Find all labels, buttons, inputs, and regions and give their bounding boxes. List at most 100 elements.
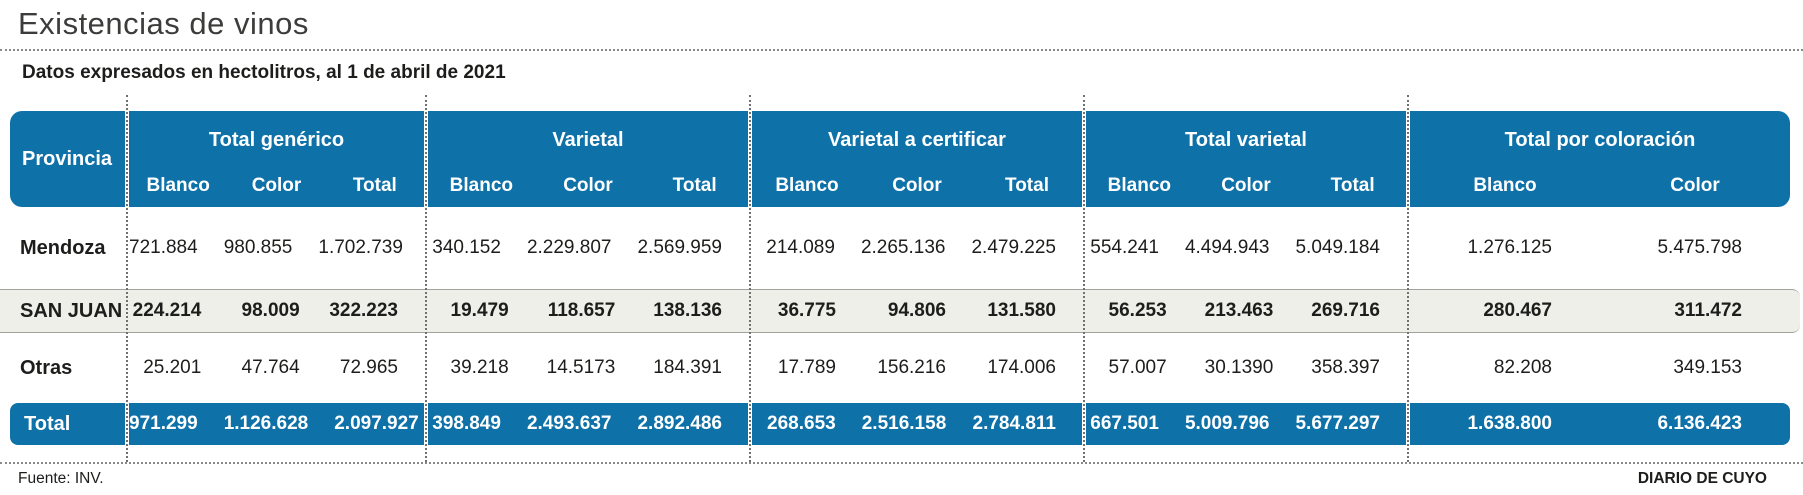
header-provincia: Provincia bbox=[10, 111, 125, 207]
table-cell: 1.276.125 bbox=[1467, 237, 1552, 258]
table-cell: 667.501 bbox=[1090, 413, 1159, 434]
table-cell: 2.784.811 bbox=[972, 413, 1056, 434]
subheader-row: Blanco Color Total bbox=[1086, 165, 1406, 207]
table-cell: 280.467 bbox=[1483, 300, 1552, 321]
table-cell: 980.855 bbox=[223, 237, 293, 258]
table-cell: 5.475.798 bbox=[1657, 237, 1742, 258]
table-row: 25.201 47.764 72.965 bbox=[129, 333, 424, 403]
dotted-column-divider bbox=[126, 95, 128, 462]
table-cell: 213.463 bbox=[1204, 300, 1274, 321]
table-cell: 98.009 bbox=[241, 300, 300, 321]
table-cell: 19.479 bbox=[450, 300, 509, 321]
table-cell: 72.965 bbox=[339, 357, 398, 378]
row-label-san-juan: SAN JUAN bbox=[20, 299, 123, 322]
group-header-total-varietal: Total varietal Blanco Color Total bbox=[1086, 111, 1406, 207]
table-row: 224.214 98.009 322.223 bbox=[129, 289, 424, 333]
table-cell: 340.152 bbox=[432, 237, 501, 258]
table-cell: 39.218 bbox=[450, 357, 509, 378]
table-cell: 56.253 bbox=[1108, 300, 1167, 321]
table-cell: 2.097.927 bbox=[334, 413, 419, 434]
group-header-varietal: Varietal Blanco Color Total bbox=[428, 111, 748, 207]
table-row: 554.241 4.494.943 5.049.184 bbox=[1086, 207, 1406, 289]
col-header-total: Total bbox=[1330, 175, 1375, 196]
table-cell: 358.397 bbox=[1311, 357, 1380, 378]
table-row: 36.775 94.806 131.580 bbox=[752, 289, 1082, 333]
table-cell: 82.208 bbox=[1493, 357, 1552, 378]
table-cell: 118.657 bbox=[547, 300, 616, 321]
table-row: 280.467 311.472 bbox=[1410, 289, 1790, 333]
table-row: 214.089 2.265.136 2.479.225 bbox=[752, 207, 1082, 289]
table-cell: 36.775 bbox=[777, 300, 836, 321]
row-header-label: Provincia bbox=[22, 147, 113, 170]
group-header-total-por-coloracion: Total por coloración Blanco Color bbox=[1410, 111, 1790, 207]
col-header-blanco: Blanco bbox=[1107, 175, 1171, 196]
table-cell: 47.764 bbox=[241, 357, 300, 378]
table-row: Mendoza bbox=[10, 207, 125, 289]
group-total-por-coloracion: Total por coloración Blanco Color 1.276.… bbox=[1410, 95, 1790, 462]
group-label: Total por coloración bbox=[1504, 128, 1696, 151]
col-header-total: Total bbox=[672, 175, 717, 196]
table-cell: 269.716 bbox=[1311, 300, 1380, 321]
table-cell: 554.241 bbox=[1090, 237, 1159, 258]
subheader-row: Blanco Color Total bbox=[129, 165, 424, 207]
table-row: Otras bbox=[10, 333, 125, 403]
table-cell: 2.516.158 bbox=[861, 413, 947, 434]
group-header-total-generico: Total genérico Blanco Color Total bbox=[129, 111, 424, 207]
table-row: 1.276.125 5.475.798 bbox=[1410, 207, 1790, 289]
group-label: Varietal bbox=[552, 128, 624, 151]
table-row: Total bbox=[10, 403, 125, 445]
table-cell: 214.089 bbox=[766, 237, 835, 258]
table-row: 82.208 349.153 bbox=[1410, 333, 1790, 403]
table-cell: 174.006 bbox=[987, 357, 1056, 378]
highlight-band-san-juan bbox=[0, 289, 1800, 333]
row-label-total: Total bbox=[24, 412, 71, 435]
col-header-color: Color bbox=[892, 175, 942, 196]
table-row: 971.299 1.126.628 2.097.927 bbox=[129, 403, 424, 445]
dotted-divider-top bbox=[0, 49, 1803, 51]
group-label: Total varietal bbox=[1185, 128, 1307, 151]
publisher-credit: DIARIO DE CUYO bbox=[1637, 470, 1767, 487]
table-row: 39.218 14.5173 184.391 bbox=[428, 333, 748, 403]
table-cell: 2.479.225 bbox=[971, 237, 1056, 258]
table-cell: 1.638.800 bbox=[1467, 413, 1552, 434]
subheader-row: Blanco Color bbox=[1410, 165, 1790, 207]
table-row: 56.253 213.463 269.716 bbox=[1086, 289, 1406, 333]
table-cell: 5.049.184 bbox=[1295, 237, 1380, 258]
table-row: 57.007 30.1390 358.397 bbox=[1086, 333, 1406, 403]
table-cell: 322.223 bbox=[329, 300, 398, 321]
table-cell: 25.201 bbox=[143, 357, 202, 378]
table-row: 340.152 2.229.807 2.569.959 bbox=[428, 207, 748, 289]
table-cell: 5.009.796 bbox=[1184, 413, 1270, 434]
table-cell: 1.126.628 bbox=[223, 413, 309, 434]
table-row: 398.849 2.493.637 2.892.486 bbox=[428, 403, 748, 445]
table-cell: 2.229.807 bbox=[526, 237, 612, 258]
col-header-blanco: Blanco bbox=[775, 175, 839, 196]
col-header-color: Color bbox=[1670, 175, 1720, 196]
table-cell: 2.493.637 bbox=[526, 413, 612, 434]
group-label: Total genérico bbox=[208, 128, 345, 151]
table-cell: 311.472 bbox=[1674, 300, 1742, 321]
dotted-column-divider bbox=[749, 95, 751, 462]
subtitle: Datos expresados en hectolitros, al 1 de… bbox=[22, 62, 506, 83]
table-cell: 184.391 bbox=[653, 357, 722, 378]
table-cell: 398.849 bbox=[432, 413, 501, 434]
table-cell: 30.1390 bbox=[1204, 357, 1274, 378]
wine-stocks-table: Provincia Mendoza SAN JUAN Otras Total T… bbox=[0, 95, 1800, 462]
group-varietal-a-certificar: Varietal a certificar Blanco Color Total… bbox=[752, 95, 1082, 462]
col-header-color: Color bbox=[1221, 175, 1271, 196]
table-cell: 14.5173 bbox=[546, 357, 616, 378]
table-cell: 57.007 bbox=[1108, 357, 1167, 378]
table-blocks: Provincia Mendoza SAN JUAN Otras Total T… bbox=[10, 95, 1790, 462]
dotted-divider-bottom bbox=[0, 462, 1803, 464]
table-cell: 94.806 bbox=[887, 300, 946, 321]
dotted-column-divider bbox=[425, 95, 427, 462]
col-header-total: Total bbox=[352, 175, 397, 196]
col-header-blanco: Blanco bbox=[449, 175, 513, 196]
col-header-color: Color bbox=[563, 175, 613, 196]
group-label: Varietal a certificar bbox=[828, 128, 1006, 151]
table-cell: 17.789 bbox=[777, 357, 836, 378]
table-row: 721.884 980.855 1.702.739 bbox=[129, 207, 424, 289]
col-header-blanco: Blanco bbox=[1473, 175, 1537, 196]
subheader-row: Blanco Color Total bbox=[428, 165, 748, 207]
